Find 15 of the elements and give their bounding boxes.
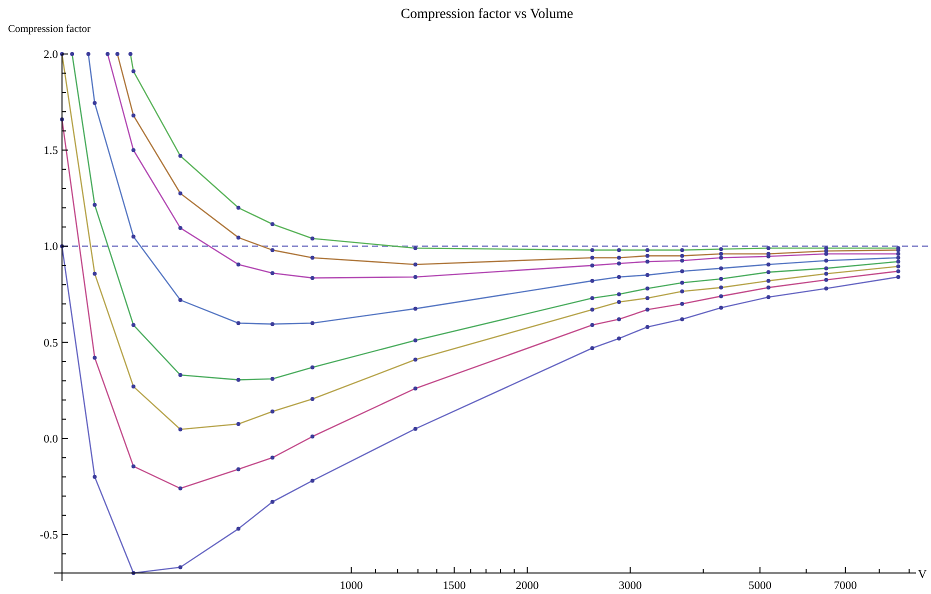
chart-title: Compression factor vs Volume: [400, 7, 574, 22]
y-tick-label: 2.0: [44, 49, 58, 61]
y-tick-label: 1.0: [44, 241, 58, 254]
y-tick-label: -0.5: [40, 530, 58, 542]
y-axis-title: Compression factor: [8, 24, 92, 35]
x-tick-label: 2000: [516, 580, 540, 592]
x-tick-label: 5000: [748, 580, 772, 592]
y-tick-label: 0.0: [44, 433, 58, 446]
x-tick-label: 3000: [618, 580, 642, 592]
x-tick-label: 7000: [834, 580, 858, 592]
y-tick-label: 1.5: [44, 145, 58, 158]
x-tick-label: 1000: [340, 580, 364, 592]
y-tick-label: 0.5: [44, 337, 58, 350]
x-axis-title: V: [918, 567, 927, 581]
x-tick-label: 1500: [442, 580, 466, 592]
